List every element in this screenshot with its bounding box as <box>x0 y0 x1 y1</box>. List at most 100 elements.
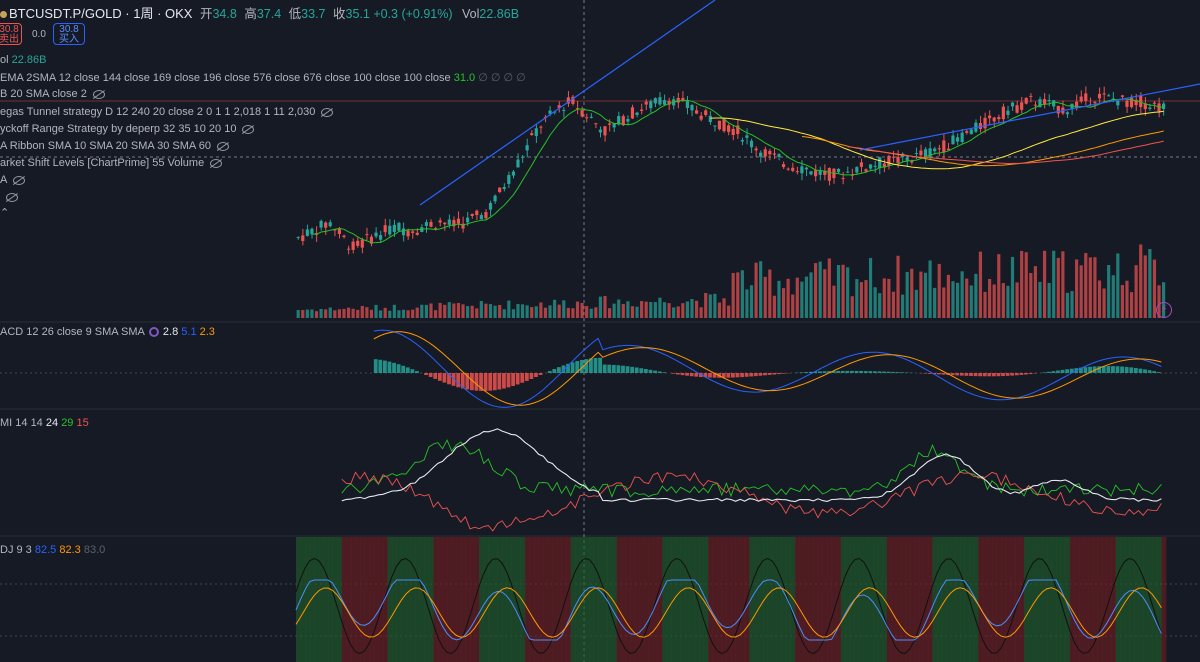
kdj-zone-band <box>483 537 489 662</box>
macd-histogram-bar <box>1024 373 1028 375</box>
macd-histogram-bar <box>1014 373 1019 376</box>
indicator-market-shift[interactable]: arket Shift Levels [ChartPrime] 55 Volum… <box>0 157 223 169</box>
kdj-legend[interactable]: DJ 9 3 82.5 82.3 83.0 <box>0 544 105 556</box>
indicator-vegas[interactable]: egas Tunnel strategy D 12 240 20 close 2… <box>0 106 334 118</box>
candle-body <box>640 109 644 111</box>
buy-button[interactable]: 30.8 买入 <box>53 23 85 45</box>
indicator-a[interactable]: A <box>0 174 26 186</box>
flash-icon[interactable]: ⚡ <box>1156 302 1172 318</box>
candle-body <box>1116 100 1120 106</box>
candle-body <box>333 229 337 231</box>
kdj-zone-band <box>831 537 837 662</box>
volume-bar <box>777 280 781 318</box>
dmi-adx-line <box>341 428 1162 503</box>
kdj-zone-band <box>634 537 640 662</box>
macd-histogram-bar <box>424 373 428 375</box>
candle-body <box>424 222 428 226</box>
candle-body <box>502 187 506 189</box>
indicator-blank[interactable] <box>0 191 18 203</box>
kdj-zone-band <box>360 537 365 662</box>
macd-histogram-bar <box>410 369 415 373</box>
dmi-legend[interactable]: MI 14 14 24 29 15 <box>0 417 89 429</box>
volume-bar <box>676 306 680 318</box>
hidden-eye-icon[interactable] <box>242 124 255 134</box>
macd-histogram-bar <box>1028 373 1033 375</box>
volume-bar <box>740 270 744 318</box>
volume-bar <box>667 303 671 318</box>
macd-histogram-bar <box>611 364 616 373</box>
chevron-up-icon[interactable]: ⌃ <box>0 207 10 219</box>
indicator-wyckoff[interactable]: yckoff Range Strategy by deperp 32 35 10… <box>0 123 255 135</box>
candle-body <box>681 97 685 101</box>
kdj-d-value: 82.3 <box>59 544 81 556</box>
kdj-zone-band <box>474 537 480 662</box>
candle-body <box>534 128 538 136</box>
kdj-zone-band <box>1138 537 1144 662</box>
candle-body <box>717 120 722 130</box>
macd-histogram-bar <box>1046 371 1051 373</box>
hidden-eye-icon[interactable] <box>6 192 18 202</box>
kdj-zone-band <box>767 537 773 662</box>
kdj-zone-band <box>520 537 526 662</box>
hidden-eye-icon[interactable] <box>216 141 229 151</box>
candle-body <box>562 109 566 111</box>
hidden-eye-icon[interactable] <box>13 175 26 185</box>
kdj-zone-band <box>639 537 645 662</box>
hidden-eye-icon[interactable] <box>321 107 334 117</box>
volume-bar <box>1056 257 1060 318</box>
macd-histogram-bar <box>575 361 580 373</box>
volume-bar <box>781 288 786 318</box>
settings-badge-icon[interactable] <box>148 327 159 338</box>
kdj-zone-band <box>959 537 965 662</box>
kdj-zone-band <box>1019 537 1025 662</box>
candle-body <box>736 125 740 135</box>
volume-bar <box>594 307 598 318</box>
trendline-right <box>859 83 1200 151</box>
candle-body <box>836 168 841 173</box>
buy-price: 30.8 <box>59 24 79 35</box>
kdj-zone-band <box>731 537 736 662</box>
volume-bar <box>1015 282 1019 318</box>
volume-bar <box>342 308 346 318</box>
volume-bar <box>319 308 323 318</box>
macd-histogram-bar <box>621 365 625 373</box>
volume-bar <box>823 269 827 318</box>
kdj-zone-band <box>895 537 901 662</box>
candle-body <box>988 115 992 119</box>
candle-body <box>1029 95 1033 97</box>
candle-body <box>1015 105 1019 113</box>
indicator-ema[interactable]: EMA 2SMA 12 close 144 close 169 close 19… <box>0 71 526 84</box>
kdj-zone-band <box>470 537 475 662</box>
indicator-ribbon[interactable]: A Ribbon SMA 10 SMA 20 SMA 30 SMA 60 <box>0 140 229 152</box>
candle-body <box>433 228 438 230</box>
candle-body <box>456 218 461 224</box>
kdj-zone-band <box>1033 537 1039 662</box>
indicator-bb[interactable]: B 20 SMA close 2 <box>0 88 105 100</box>
kdj-zone-band <box>369 537 375 662</box>
volume-bar <box>630 306 635 318</box>
kdj-zone-band <box>905 537 910 662</box>
kdj-zone-band <box>808 537 814 662</box>
sell-button[interactable]: 30.8 卖出 <box>0 23 22 45</box>
kdj-zone-band <box>804 537 810 662</box>
indicator-vol[interactable]: ol 22.86B <box>0 54 47 66</box>
macd-histogram-bar <box>776 373 781 375</box>
collapse-indicators[interactable]: ⌃ <box>0 206 9 219</box>
macd-histogram-bar <box>460 373 465 389</box>
symbol-title[interactable]: BTCUSDT.P/GOLD · 1周 · OKX <box>9 6 193 21</box>
volume-bar <box>919 271 923 318</box>
hidden-eye-icon[interactable] <box>210 158 223 168</box>
macd-legend[interactable]: ACD 12 26 close 9 SMA SMA 2.8 5.1 2.3 <box>0 326 215 338</box>
macd-histogram-bar <box>1051 371 1056 373</box>
volume-bar <box>424 304 428 318</box>
kdj-zone-band <box>479 537 485 662</box>
kdj-zone-band <box>909 537 915 662</box>
volume-bar <box>429 303 433 318</box>
hidden-eye-icon[interactable] <box>92 89 105 99</box>
volume-bar <box>420 304 424 318</box>
sell-price: 30.8 <box>0 24 19 35</box>
kdj-zone-band <box>1079 537 1084 662</box>
kdj-zone-band <box>1074 537 1080 662</box>
macd-histogram-bar <box>483 373 488 391</box>
